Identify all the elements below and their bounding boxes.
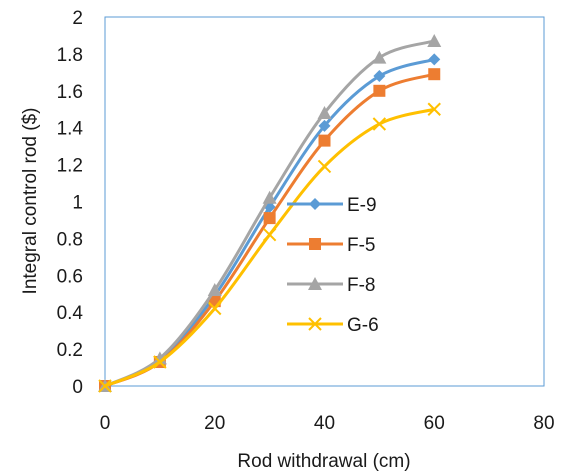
data-point — [153, 355, 167, 369]
x-axis-title: Rod withdrawal (cm) — [237, 451, 410, 472]
x-tick-label: 0 — [100, 413, 111, 434]
series-g-6 — [98, 102, 441, 393]
x-axis-ticks: 0 20 40 60 80 — [100, 413, 555, 434]
legend-item: F-5 — [287, 235, 376, 256]
data-point — [428, 68, 441, 81]
legend-item: G-6 — [287, 315, 379, 336]
y-tick-label: 1.2 — [57, 156, 83, 177]
data-point — [318, 134, 331, 147]
y-tick-label: 2 — [72, 8, 83, 29]
data-point — [263, 212, 276, 225]
series-f-5 — [99, 68, 441, 392]
data-point — [208, 301, 222, 316]
data-point — [262, 190, 277, 204]
data-point — [373, 84, 386, 97]
y-tick-label: 0.4 — [57, 303, 84, 324]
y-axis-title: Integral control rod ($) — [20, 108, 41, 295]
data-point — [428, 53, 441, 66]
data-point — [308, 317, 322, 331]
data-point — [207, 283, 222, 297]
data-point — [372, 117, 387, 131]
x-tick-label: 60 — [424, 413, 445, 434]
series-line — [104, 107, 435, 388]
data-point — [373, 70, 386, 83]
legend-item: E-9 — [287, 195, 377, 216]
y-axis-ticks: 0 0.2 0.4 0.6 0.8 1 1.2 1.4 1.6 1.8 2 — [57, 8, 84, 398]
legend-label: G-6 — [347, 315, 379, 336]
legend-label: E-9 — [347, 195, 377, 216]
data-point — [262, 228, 277, 242]
data-point — [98, 379, 112, 393]
x-tick-label: 40 — [314, 413, 335, 434]
legend-label: F-8 — [347, 275, 376, 296]
y-tick-label: 0.8 — [57, 229, 83, 250]
y-tick-label: 0.6 — [57, 266, 83, 287]
data-point — [308, 277, 322, 290]
legend-item: F-8 — [287, 275, 376, 296]
plot-area — [104, 16, 545, 387]
legend-label: F-5 — [347, 235, 376, 256]
data-point — [427, 102, 441, 116]
y-tick-label: 0.2 — [57, 340, 83, 361]
y-tick-label: 1 — [72, 193, 83, 214]
data-point — [317, 159, 332, 174]
data-point — [318, 119, 331, 132]
data-point — [317, 105, 332, 119]
y-tick-label: 1.4 — [57, 119, 84, 140]
x-tick-label: 80 — [533, 413, 554, 434]
legend: E-9 F-5 F-8 G-6 — [287, 195, 379, 336]
data-point — [372, 50, 387, 64]
data-point — [309, 198, 321, 210]
y-tick-label: 0 — [72, 377, 83, 398]
series-layer — [98, 33, 442, 393]
y-tick-label: 1.8 — [57, 45, 83, 66]
data-point — [309, 238, 321, 250]
y-tick-label: 1.6 — [57, 82, 83, 103]
data-point — [427, 33, 442, 47]
x-tick-label: 20 — [204, 413, 225, 434]
plot-frame — [104, 16, 545, 387]
